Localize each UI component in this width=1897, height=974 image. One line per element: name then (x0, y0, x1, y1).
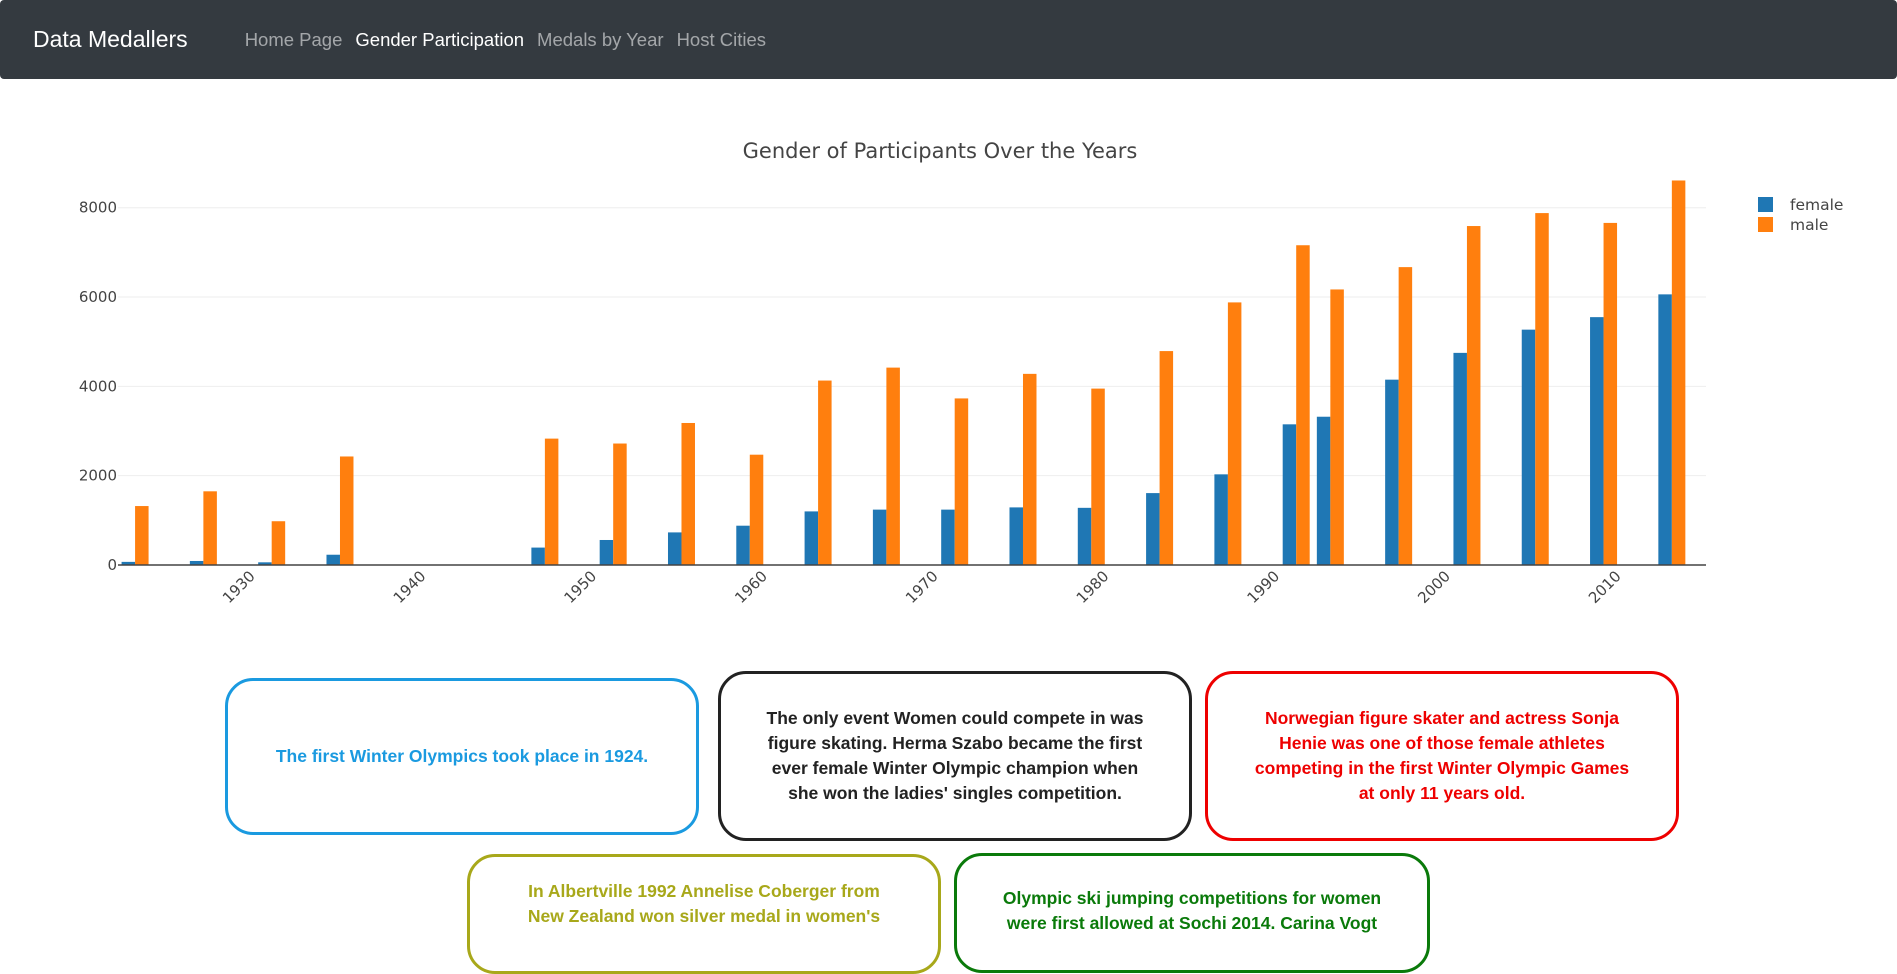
fact-card-first-olympics: The first Winter Olympics took place in … (225, 678, 699, 835)
y-tick-label: 8000 (79, 199, 117, 217)
bar-female-1994[interactable] (1316, 416, 1331, 565)
bar-female-1956[interactable] (667, 532, 682, 565)
fact-text: The only event Women could compete in wa… (766, 708, 1144, 803)
bar-male-1928[interactable] (203, 491, 217, 565)
bar-female-1976[interactable] (1009, 507, 1023, 565)
legend-swatch-female (1758, 197, 1773, 212)
bar-female-1972[interactable] (941, 509, 955, 565)
x-tick-label: 1950 (561, 567, 601, 607)
y-axis-ticks: 0 2000 4000 6000 8000 (79, 199, 117, 574)
bar-male-1980[interactable] (1091, 388, 1105, 565)
x-tick-label: 1940 (390, 567, 430, 607)
y-tick-label: 0 (107, 556, 117, 574)
bar-male-1956[interactable] (681, 422, 695, 565)
x-tick-label: 1980 (1073, 567, 1113, 607)
bar-female-1928[interactable] (189, 560, 204, 565)
bar-female-1988[interactable] (1214, 474, 1228, 565)
bar-female-1980[interactable] (1077, 507, 1092, 565)
x-tick-label: 1930 (219, 567, 259, 607)
nav-link-host-cities[interactable]: Host Cities (676, 28, 767, 50)
bar-male-1992[interactable] (1296, 245, 1310, 565)
fact-text: In Albertville 1992 Annelise Coberger fr… (527, 881, 881, 926)
nav-link-gender-participation[interactable]: Gender Participation (355, 28, 525, 50)
x-tick-label: 1990 (1244, 567, 1284, 607)
chart-title: Gender of Participants Over the Years (743, 139, 1138, 163)
nav-link-medals-by-year[interactable]: Medals by Year (537, 28, 664, 50)
legend-swatch-male (1758, 217, 1773, 232)
x-tick-label: 1970 (902, 567, 942, 607)
x-tick-label: 2000 (1414, 567, 1454, 607)
bar-female-1932[interactable] (258, 562, 272, 565)
bar-female-1960[interactable] (736, 525, 750, 565)
gender-participation-chart: Gender of Participants Over the Years 0 2… (79, 139, 1844, 607)
bar-female-1948[interactable] (531, 547, 545, 565)
legend-label-female: female (1790, 196, 1843, 214)
bar-male-1960[interactable] (749, 454, 764, 565)
bar-male-2002[interactable] (1466, 226, 1481, 565)
chart-gridlines (118, 207, 1706, 477)
bar-female-1968[interactable] (872, 509, 887, 565)
bar-male-2006[interactable] (1535, 213, 1549, 565)
bar-female-2014[interactable] (1658, 294, 1672, 565)
bar-female-2006[interactable] (1521, 329, 1536, 565)
bar-female-1924[interactable] (121, 561, 136, 565)
bar-male-1988[interactable] (1227, 302, 1242, 565)
legend-label-male: male (1790, 216, 1828, 234)
x-tick-label: 1960 (731, 567, 771, 607)
bar-male-1968[interactable] (886, 367, 900, 565)
bar-male-1948[interactable] (544, 438, 559, 565)
bar-male-1964[interactable] (818, 380, 832, 565)
fact-text: Norwegian figure skater and actress Sonj… (1254, 708, 1630, 803)
bar-male-1952[interactable] (613, 443, 627, 565)
chart-legend[interactable]: female male (1758, 196, 1843, 234)
bar-female-2010[interactable] (1590, 317, 1604, 565)
bar-male-2014[interactable] (1671, 180, 1686, 565)
x-tick-label: 2010 (1585, 567, 1625, 607)
bar-female-1964[interactable] (804, 511, 819, 565)
x-axis-ticks: 1930 1940 1950 1960 1970 1980 1990 2000 2010 (219, 567, 1625, 607)
bar-male-1984[interactable] (1159, 351, 1174, 565)
bar-female-1984[interactable] (1146, 493, 1160, 565)
bar-female-2002[interactable] (1453, 352, 1467, 565)
bar-female-1936[interactable] (326, 554, 340, 565)
chart-bars (121, 180, 1686, 565)
fact-card-annelise-coberger: In Albertville 1992 Annelise Coberger fr… (467, 854, 941, 974)
fact-card-ski-jumping: Olympic ski jumping competitions for wom… (954, 853, 1430, 973)
bar-male-1976[interactable] (1022, 373, 1037, 565)
nav-link-home-page[interactable]: Home Page (244, 28, 343, 50)
fact-text: Olympic ski jumping competitions for wom… (1002, 888, 1382, 933)
fact-card-sonja-henie: Norwegian figure skater and actress Sonj… (1205, 671, 1679, 841)
bar-male-1972[interactable] (954, 398, 969, 565)
bar-male-1994[interactable] (1330, 289, 1344, 565)
navbar-brand[interactable]: Data Medallers (33, 26, 188, 52)
bar-male-1936[interactable] (339, 456, 354, 565)
bar-male-1924[interactable] (135, 506, 149, 565)
fact-card-herma-szabo: The only event Women could compete in wa… (718, 671, 1192, 841)
bar-male-1932[interactable] (271, 521, 286, 565)
bar-male-1998[interactable] (1398, 267, 1413, 565)
fact-text: The first Winter Olympics took place in … (275, 746, 649, 766)
y-tick-label: 2000 (79, 467, 117, 485)
bar-male-2010[interactable] (1603, 222, 1618, 565)
bar-female-1998[interactable] (1385, 379, 1399, 565)
bar-female-1952[interactable] (599, 539, 614, 565)
y-tick-label: 6000 (79, 288, 117, 306)
y-tick-label: 4000 (79, 377, 117, 395)
bar-female-1992[interactable] (1282, 424, 1297, 565)
top-navbar: Data Medallers Home Page Gender Particip… (0, 0, 1897, 79)
